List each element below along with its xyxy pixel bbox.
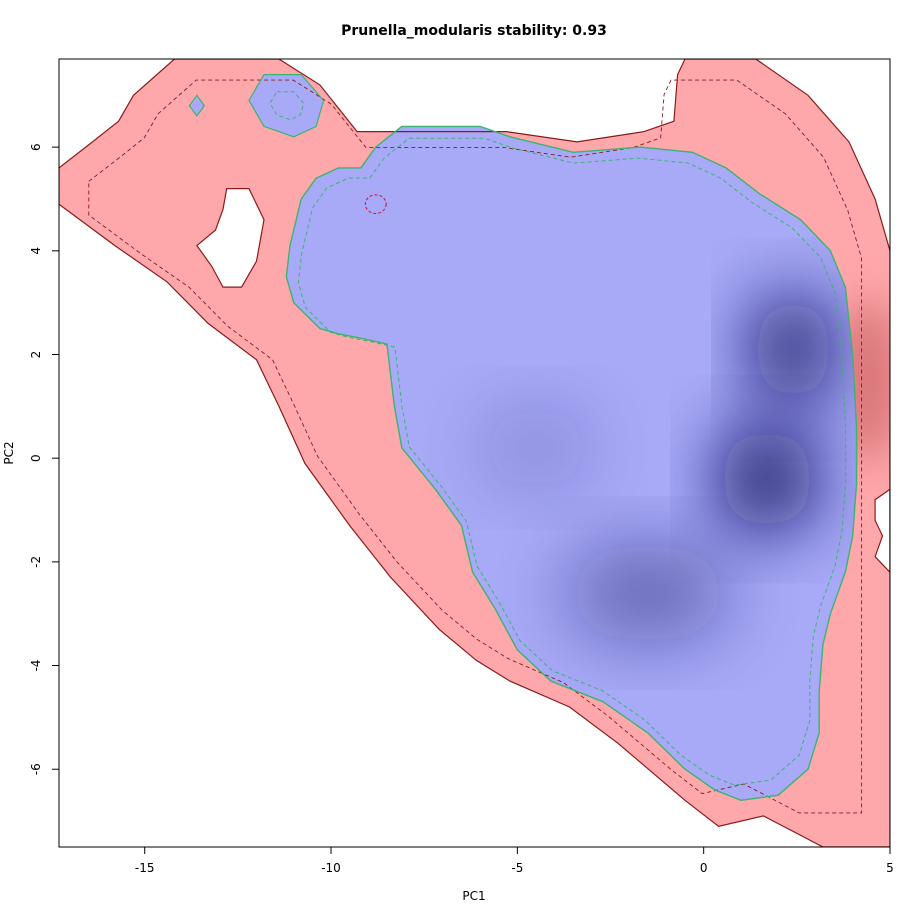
y-axis-label: PC2 <box>2 441 16 464</box>
stable-island-dashed-contour <box>269 91 305 121</box>
y-tick-label: -6 <box>29 763 43 775</box>
x-axis: -15 -10 -5 0 5 <box>135 846 894 875</box>
x-axis-label: PC1 <box>462 889 485 903</box>
density-peak <box>565 544 730 642</box>
density-peak <box>480 406 592 489</box>
density-peak <box>752 293 835 406</box>
x-tick-label: -5 <box>511 861 523 875</box>
plot-area <box>59 59 890 847</box>
stable-island-outline <box>248 74 325 138</box>
background-niche-hole-outline <box>196 188 265 288</box>
stable-niche-dashed-contour <box>297 137 847 786</box>
background-niche-outline <box>59 59 890 847</box>
density-peak <box>718 426 816 532</box>
y-tick-label: 4 <box>29 247 43 255</box>
background-niche-dashed-contour <box>88 79 863 814</box>
x-tick-label: 5 <box>886 861 894 875</box>
y-tick-label: 6 <box>29 143 43 151</box>
contour-lines-layer <box>59 59 890 847</box>
y-tick-label: 2 <box>29 351 43 359</box>
chart-title: Prunella_modularis stability: 0.93 <box>341 23 607 39</box>
inner-dashed-contour <box>364 194 387 214</box>
stable-niche-island <box>249 74 324 137</box>
y-tick-label: 0 <box>29 454 43 462</box>
x-tick-label: -15 <box>135 861 155 875</box>
stable-niche-outline <box>285 125 858 802</box>
stable-niche-layer <box>189 74 857 801</box>
y-tick-label: -2 <box>29 556 43 568</box>
y-axis: -6 -4 -2 0 2 4 6 <box>29 143 60 775</box>
x-tick-label: 0 <box>700 861 708 875</box>
background-niche-hole-outline <box>874 488 890 574</box>
x-tick-label: -10 <box>321 861 341 875</box>
stable-island-outline <box>188 94 206 118</box>
y-tick-label: -4 <box>29 660 43 672</box>
